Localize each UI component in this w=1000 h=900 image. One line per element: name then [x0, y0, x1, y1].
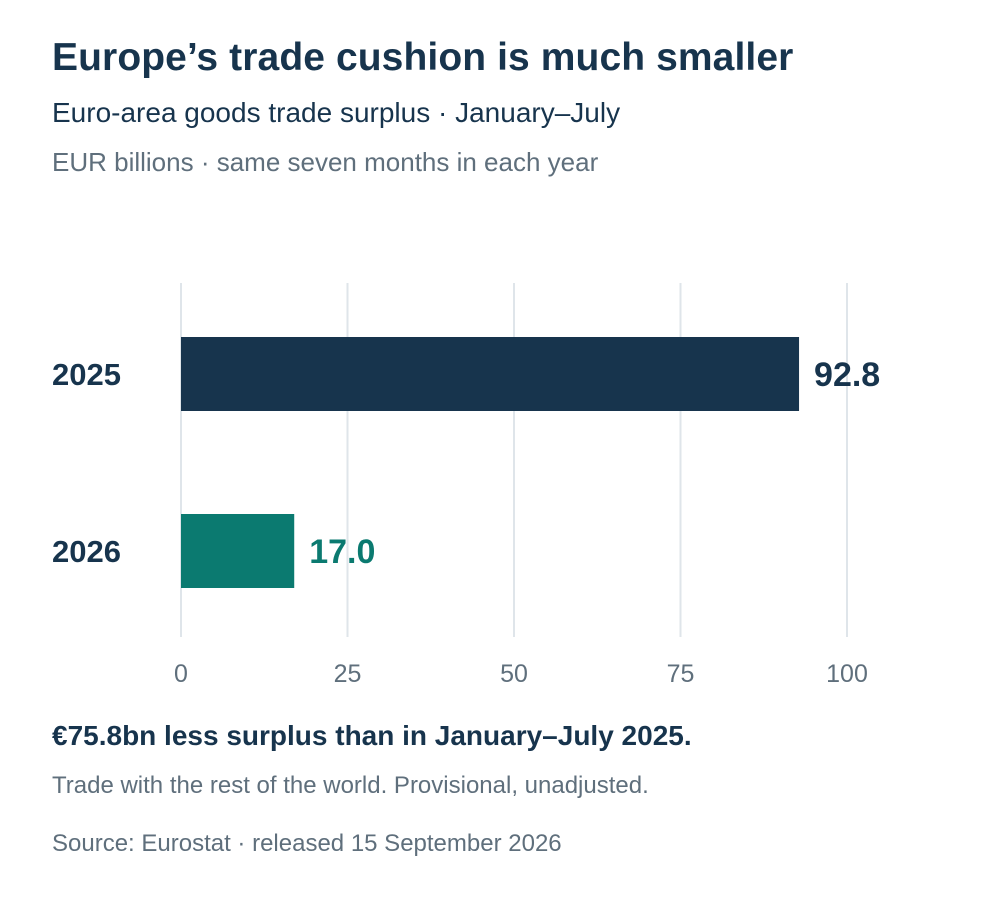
x-tick-label: 50 — [500, 660, 528, 688]
bar-2026 — [181, 514, 295, 588]
value-labels: 92.8 17.0 — [309, 356, 880, 571]
chart-subtitle: Euro-area goods trade surplus · January–… — [52, 97, 621, 128]
x-tick-label: 75 — [667, 660, 695, 688]
x-tick-label: 100 — [826, 660, 868, 688]
bars — [181, 337, 800, 588]
chart-title: Europe’s trade cushion is much smaller — [52, 36, 794, 79]
source-line: Source: Eurostat · released 15 September… — [52, 830, 562, 857]
key-takeaway: €75.8bn less surplus than in January–Jul… — [52, 720, 692, 751]
value-label-2026: 17.0 — [309, 533, 375, 571]
footnote: Trade with the rest of the world. Provis… — [52, 772, 649, 799]
value-label-2025: 92.8 — [814, 356, 880, 394]
x-axis-ticks: 0 25 50 75 100 — [174, 660, 868, 688]
bar-2025 — [181, 337, 800, 411]
category-labels: 2025 2026 — [52, 357, 121, 569]
category-label-2025: 2025 — [52, 357, 121, 392]
bar-chart: 0 25 50 75 100 2025 2026 92.8 17.0 — [52, 283, 880, 688]
x-tick-label: 0 — [174, 660, 188, 688]
x-tick-label: 25 — [334, 660, 362, 688]
category-label-2026: 2026 — [52, 534, 121, 569]
chart-unit-note: EUR billions · same seven months in each… — [52, 147, 599, 177]
